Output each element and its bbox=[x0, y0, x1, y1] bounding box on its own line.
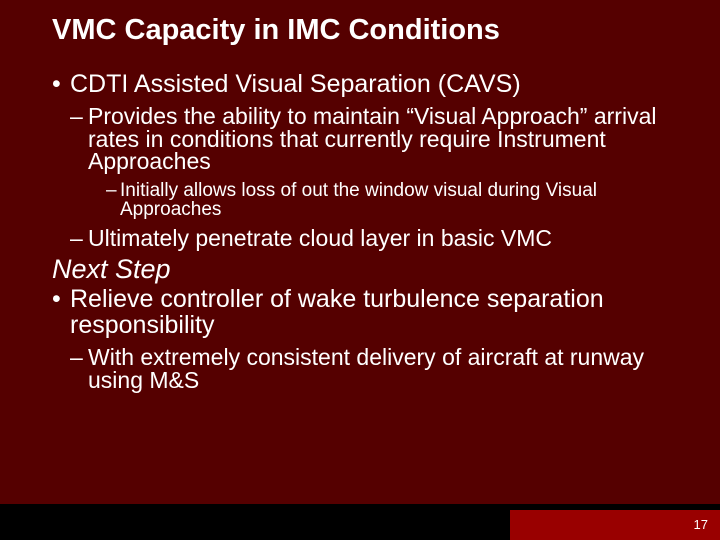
bullet-dot-icon: • bbox=[52, 71, 70, 97]
bullet-level3: – Initially allows loss of out the windo… bbox=[106, 181, 690, 219]
bullet-dash-icon: – bbox=[70, 105, 88, 173]
next-step-heading: Next Step bbox=[52, 255, 690, 283]
bullet-level2: – Ultimately penetrate cloud layer in ba… bbox=[70, 227, 690, 250]
bullet-dash-icon: – bbox=[106, 181, 120, 219]
bullet-level2: – With extremely consistent delivery of … bbox=[70, 346, 690, 391]
page-number: 17 bbox=[694, 517, 708, 532]
bullet-text: Relieve controller of wake turbulence se… bbox=[70, 286, 690, 339]
bullet-dash-icon: – bbox=[70, 227, 88, 250]
bullet-level1: • Relieve controller of wake turbulence … bbox=[52, 286, 690, 339]
bullet-dot-icon: • bbox=[52, 286, 70, 339]
slide-content: • CDTI Assisted Visual Separation (CAVS)… bbox=[0, 71, 720, 391]
slide-title: VMC Capacity in IMC Conditions bbox=[0, 0, 720, 57]
bullet-text: Provides the ability to maintain “Visual… bbox=[88, 105, 690, 173]
footer-red-strip bbox=[510, 510, 720, 540]
bullet-text: Initially allows loss of out the window … bbox=[120, 181, 690, 219]
slide: VMC Capacity in IMC Conditions • CDTI As… bbox=[0, 0, 720, 540]
bullet-level1: • CDTI Assisted Visual Separation (CAVS) bbox=[52, 71, 690, 97]
bullet-dash-icon: – bbox=[70, 346, 88, 391]
bullet-level2: – Provides the ability to maintain “Visu… bbox=[70, 105, 690, 173]
bullet-text: With extremely consistent delivery of ai… bbox=[88, 346, 690, 391]
bullet-text: Ultimately penetrate cloud layer in basi… bbox=[88, 227, 552, 250]
bullet-text: CDTI Assisted Visual Separation (CAVS) bbox=[70, 71, 521, 97]
